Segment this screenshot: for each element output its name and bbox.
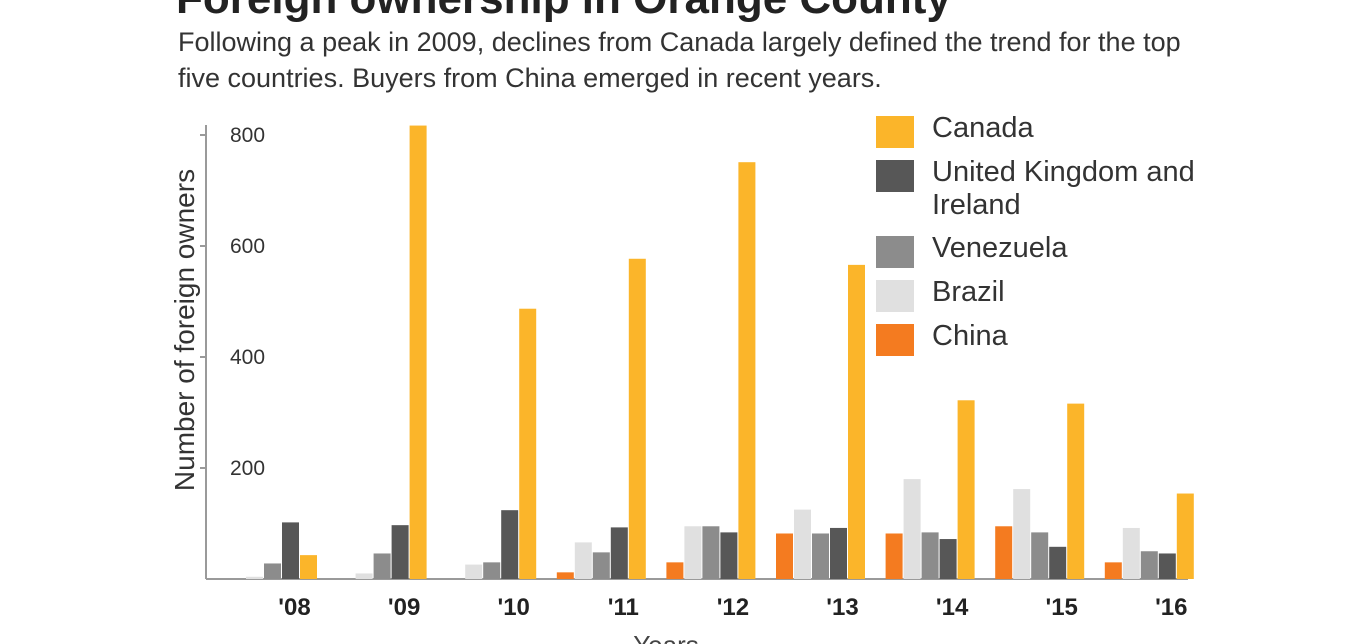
bar-venezuela-11	[592, 552, 610, 579]
x-tick-label: '16	[1155, 594, 1187, 621]
bar-brazil-12	[684, 526, 702, 579]
bar-canada-09	[409, 125, 427, 579]
bar-china-13	[776, 533, 793, 579]
bar-venezuela-14	[921, 532, 939, 579]
chart-bars	[246, 125, 1194, 579]
bar-canada-08	[300, 555, 317, 579]
legend-label-uk-ireland: United Kingdom and Ireland	[932, 156, 1195, 221]
x-tick-label: '14	[936, 594, 969, 621]
legend-swatch-venezuela	[876, 236, 914, 268]
legend-swatch-china	[876, 324, 914, 356]
bar-united-kingdom-and-ireland-10	[501, 510, 519, 579]
bar-brazil-10	[465, 564, 483, 579]
y-tick-label: 400	[230, 346, 265, 369]
bar-canada-14	[957, 400, 975, 579]
bar-venezuela-10	[483, 562, 501, 579]
bar-china-12	[666, 562, 684, 579]
bar-venezuela-13	[812, 533, 829, 579]
x-tick-label: '11	[608, 594, 639, 621]
bar-canada-15	[1067, 403, 1085, 579]
chart-subtitle: Following a peak in 2009, declines from …	[178, 27, 1181, 93]
bar-united-kingdom-and-ireland-16	[1158, 553, 1176, 579]
bar-brazil-11	[574, 542, 592, 579]
x-tick-label: '15	[1045, 594, 1077, 621]
bar-united-kingdom-and-ireland-14	[939, 539, 957, 579]
legend-swatch-brazil	[876, 280, 914, 312]
chart-title: Foreign ownership in Orange County	[176, 0, 951, 24]
legend-label-brazil: Brazil	[932, 276, 1005, 308]
bar-venezuela-08	[264, 563, 281, 579]
bar-united-kingdom-and-ireland-12	[720, 532, 738, 579]
bar-venezuela-15	[1031, 532, 1049, 579]
y-axis-label: Number of foreign owners	[169, 169, 200, 491]
bar-canada-11	[628, 258, 646, 579]
bar-canada-16	[1176, 493, 1194, 579]
bar-canada-13	[848, 264, 865, 579]
bar-china-14	[885, 533, 903, 579]
bar-united-kingdom-and-ireland-08	[282, 522, 299, 579]
legend-swatch-uk-ireland	[876, 160, 914, 192]
x-tick-label: '12	[717, 594, 749, 621]
bar-venezuela-12	[702, 526, 720, 579]
x-tick-label: '08	[278, 594, 310, 621]
legend-swatch-canada	[876, 116, 914, 148]
bar-united-kingdom-and-ireland-09	[391, 525, 409, 579]
bar-united-kingdom-and-ireland-15	[1049, 546, 1067, 579]
bar-china-11	[556, 572, 574, 579]
bar-canada-12	[738, 162, 756, 579]
legend-label-china: China	[932, 320, 1008, 352]
bar-brazil-15	[1013, 489, 1031, 579]
bar-venezuela-16	[1140, 551, 1158, 579]
bar-venezuela-09	[373, 553, 391, 579]
legend-label-venezuela: Venezuela	[932, 232, 1068, 264]
x-tick-labels: '08 '09 '10 '11 '12 '13 '14 '15 '16	[278, 594, 1187, 621]
x-axis-label: Years	[633, 630, 699, 644]
bar-brazil-13	[794, 509, 811, 579]
y-tick-label: 600	[230, 235, 265, 258]
legend-label-canada: Canada	[932, 112, 1034, 144]
bar-brazil-09	[355, 573, 373, 579]
y-tick-label: 200	[230, 457, 265, 480]
bar-china-16	[1104, 562, 1122, 579]
bar-canada-10	[519, 308, 537, 579]
y-tick-labels: 800 600 400 200	[200, 124, 265, 480]
x-tick-label: '10	[497, 594, 529, 621]
bar-united-kingdom-and-ireland-13	[830, 527, 847, 579]
y-tick-label: 800	[230, 124, 265, 147]
x-tick-label: '09	[388, 594, 420, 621]
bar-brazil-14	[903, 479, 921, 579]
bar-united-kingdom-and-ireland-11	[610, 527, 628, 579]
bar-brazil-16	[1122, 527, 1140, 579]
x-tick-label: '13	[826, 594, 858, 621]
bar-china-15	[995, 526, 1013, 579]
bar-brazil-08	[246, 576, 263, 579]
